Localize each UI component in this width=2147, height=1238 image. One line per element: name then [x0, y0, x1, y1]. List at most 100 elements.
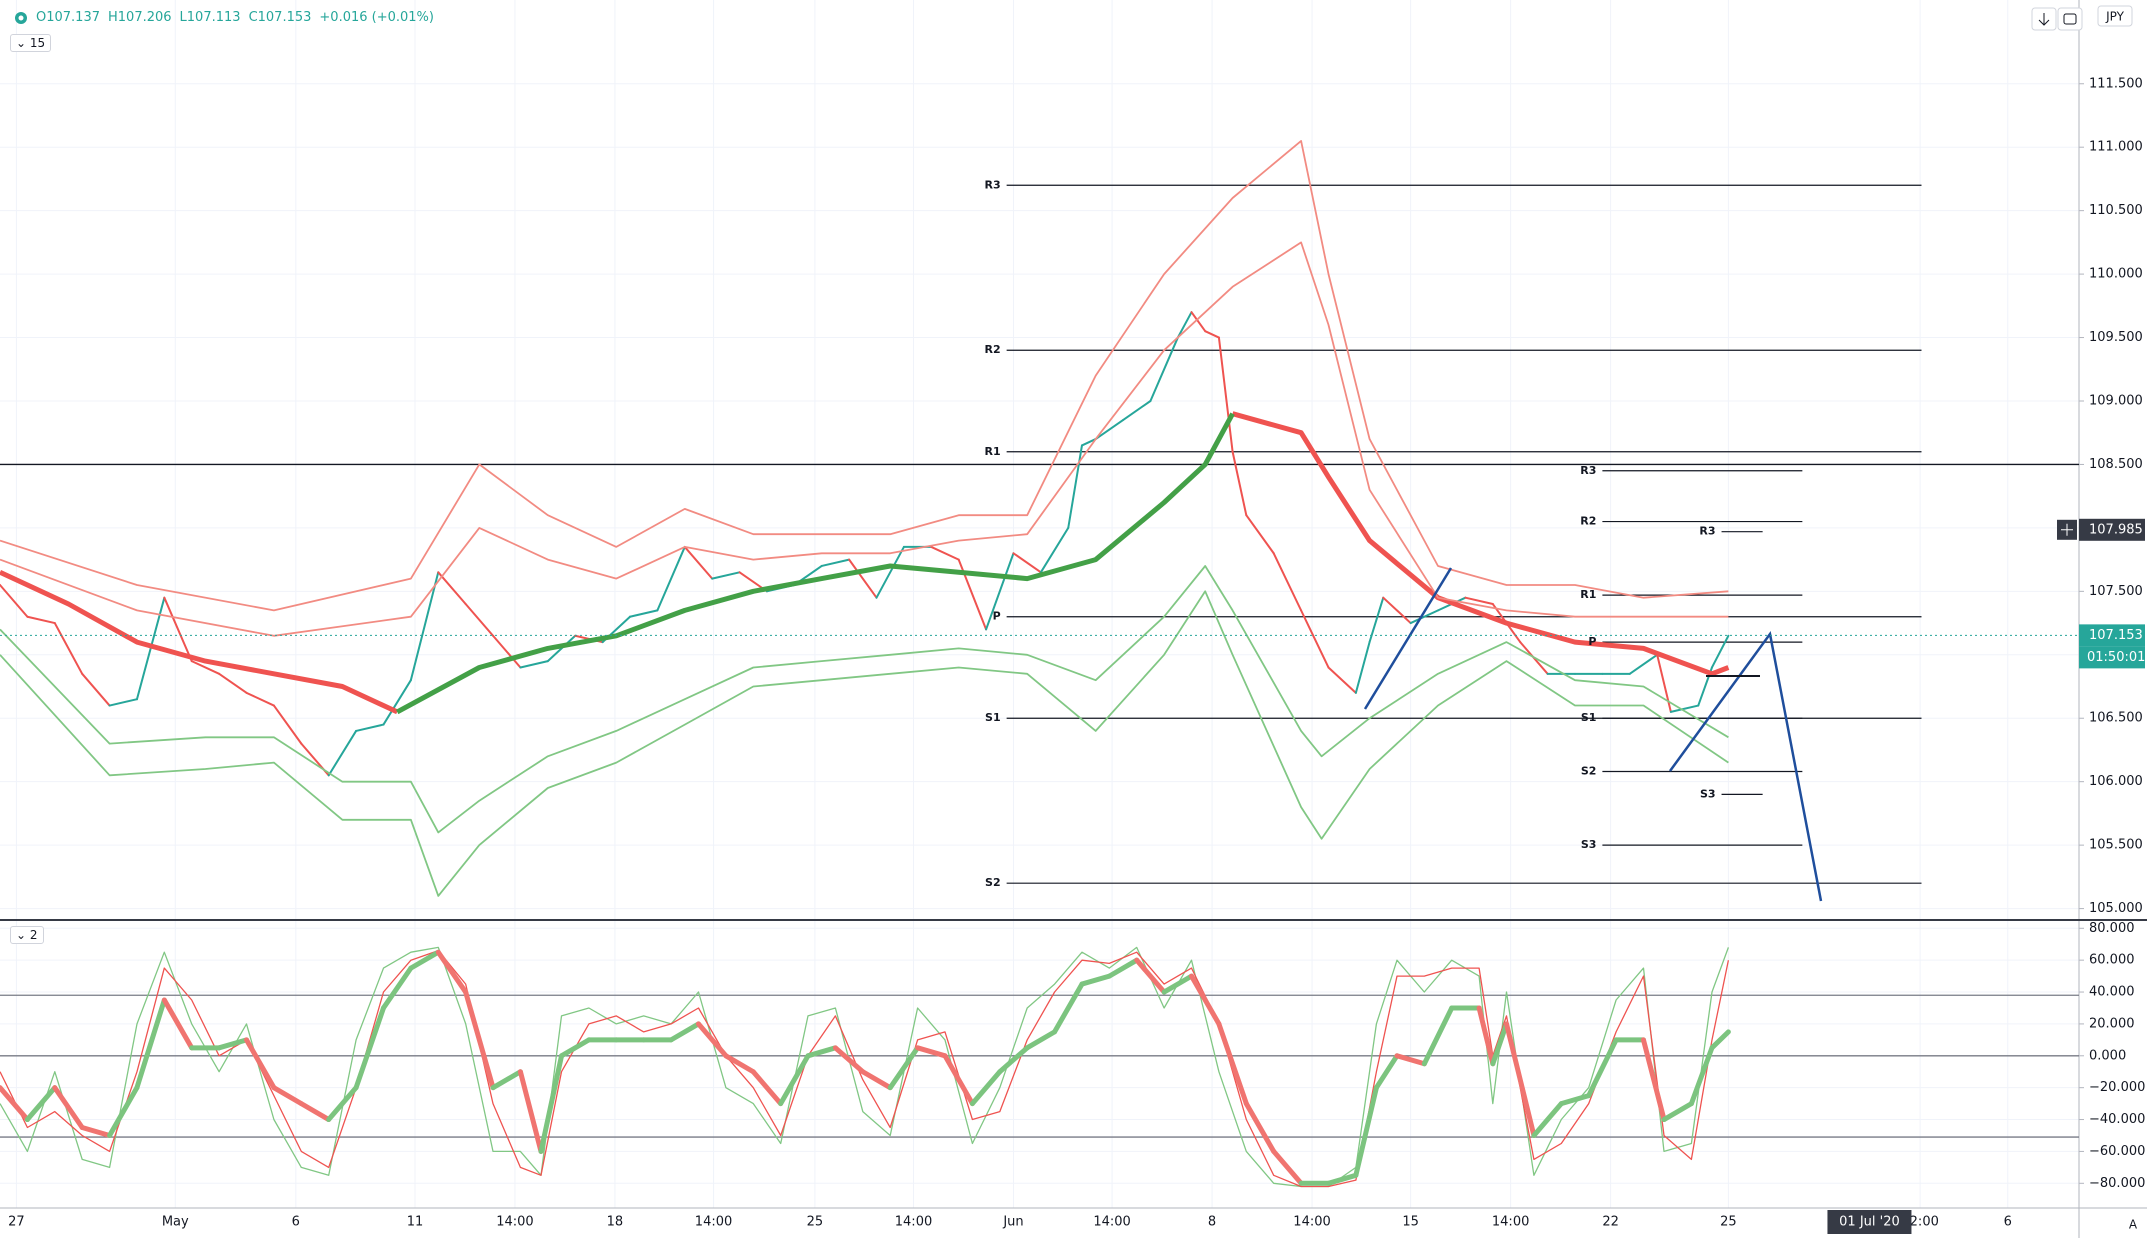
x-tick-label: 8: [1208, 1215, 1216, 1230]
auto-scale[interactable]: A: [2129, 1218, 2138, 1232]
oscillator-segment: [1586, 1037, 1619, 1099]
reset-button[interactable]: [2057, 7, 2083, 31]
pivot-label: S1: [1581, 711, 1597, 724]
oscillator-segment: [517, 1069, 544, 1154]
price-segment: [1217, 336, 1234, 453]
last-price-box: [2079, 624, 2145, 647]
x-tick-label: 22: [1602, 1215, 1619, 1230]
y-tick-label: 110.000: [2089, 267, 2143, 282]
oscillator-segment: [1079, 973, 1112, 987]
oscillator-segment: [408, 949, 441, 971]
crosshair-plus: [2061, 523, 2073, 536]
pivot-label: S3: [1581, 838, 1597, 851]
crosshair-time-box: [1827, 1210, 1912, 1234]
pivot-label: R2: [1580, 515, 1596, 528]
price-segment: [81, 672, 111, 707]
y-tick-label: 105.500: [2089, 838, 2143, 853]
price-segment: [437, 571, 467, 606]
trend-line: [1668, 630, 1823, 902]
oscillator-segment: [1421, 1005, 1455, 1067]
y-tick-label: 0.000: [2089, 1048, 2126, 1063]
oscillator-segment: [1024, 1029, 1058, 1051]
price-segment: [848, 558, 878, 599]
icon: [2063, 13, 2077, 25]
osc-toggle[interactable]: ⌄ 2: [10, 926, 44, 944]
oscillator-segment: [1189, 973, 1222, 1027]
y-tick-label: 111.500: [2089, 76, 2143, 91]
price-segment: [1149, 336, 1179, 402]
oscillator-segment: [1504, 1021, 1537, 1138]
oscillator-segment: [79, 1125, 113, 1138]
price-segment: [464, 603, 495, 637]
oscillator-segment: [1271, 1148, 1304, 1186]
price-segment: [1300, 609, 1330, 669]
oscillator-segment: [1394, 1053, 1427, 1067]
interval-toggle[interactable]: ⌄ 15: [10, 34, 52, 52]
interval: 15: [29, 36, 46, 50]
oscillator-segment: [435, 949, 469, 995]
x-tick-label: 14:00: [1492, 1215, 1529, 1230]
oscillator-segment: [695, 1021, 729, 1059]
x-tick-label: May: [162, 1215, 189, 1230]
x-tick-label: 6: [292, 1215, 300, 1230]
price-segment: [190, 660, 221, 675]
y-tick-label: −20.000: [2089, 1080, 2145, 1095]
high: H107.206: [108, 10, 172, 25]
y-tick-label: 109.500: [2089, 330, 2143, 345]
y-tick-label: −40.000: [2089, 1112, 2145, 1127]
oscillator-segment: [463, 989, 496, 1091]
low: L107.113: [179, 10, 241, 25]
x-tick-label: 6: [2004, 1215, 2012, 1230]
price-segment: [1080, 438, 1097, 447]
x-tick-label: 14:00: [1293, 1215, 1330, 1230]
indicator-line: [396, 412, 1235, 715]
icon: [2038, 13, 2050, 26]
x-tick-label: Jun: [1002, 1215, 1023, 1230]
crosshair-price: 107.985: [2089, 522, 2143, 537]
trend-drawings: [1363, 567, 1823, 902]
x-tick-label: 15: [1402, 1215, 1419, 1230]
oscillator-segment: [52, 1085, 85, 1131]
oscillator-segment: [942, 1053, 975, 1107]
price-segment: [1409, 609, 1440, 625]
oscillator-segment: [1558, 1093, 1592, 1107]
crosshair-box: [2079, 518, 2145, 541]
indicator-line: [0, 411, 1730, 715]
oscillator-segment: [1325, 1172, 1359, 1186]
x-tick-label: 25: [807, 1215, 824, 1230]
y-tick-label: 106.000: [2089, 774, 2143, 789]
oscillator-segment: [1134, 957, 1167, 995]
x-tick-label: 11: [407, 1215, 424, 1230]
y-tick-label: 60.000: [2089, 953, 2135, 968]
oscillator-segment: [271, 1085, 304, 1107]
y-tick-label: 109.000: [2089, 393, 2143, 408]
oscillator-segment: [805, 1045, 838, 1059]
oscillator-segment: [24, 1085, 58, 1123]
y-tick-label: 107.500: [2089, 584, 2143, 599]
oscillator-segment: [107, 1085, 140, 1138]
price-segment: [546, 634, 577, 663]
price-segment: [1231, 450, 1248, 517]
indicator-line: [0, 590, 1729, 897]
oscillator-segment: [778, 1053, 811, 1107]
x-tick-label: 18: [607, 1215, 624, 1230]
countdown: 01:50:01: [2087, 650, 2145, 665]
price-segment: [1067, 444, 1083, 529]
x-tick-label: 14:00: [695, 1215, 732, 1230]
oscillator-segment: [832, 1045, 866, 1075]
price-segment: [327, 729, 358, 777]
oscillator-segment: [1353, 1085, 1379, 1178]
price-segment: [1354, 641, 1371, 694]
currency-box[interactable]: [2097, 5, 2133, 27]
price-segment: [409, 571, 440, 682]
price-segment: [218, 672, 248, 694]
price-segment: [1464, 596, 1494, 606]
price-segment: [820, 558, 851, 567]
price-segment: [108, 698, 138, 707]
y-tick-label: 80.000: [2089, 921, 2135, 936]
indicator-line: [0, 949, 1730, 1188]
price-segment: [272, 704, 303, 745]
oscillator-segment: [216, 1037, 250, 1051]
oscillator-segment: [1640, 1037, 1667, 1123]
